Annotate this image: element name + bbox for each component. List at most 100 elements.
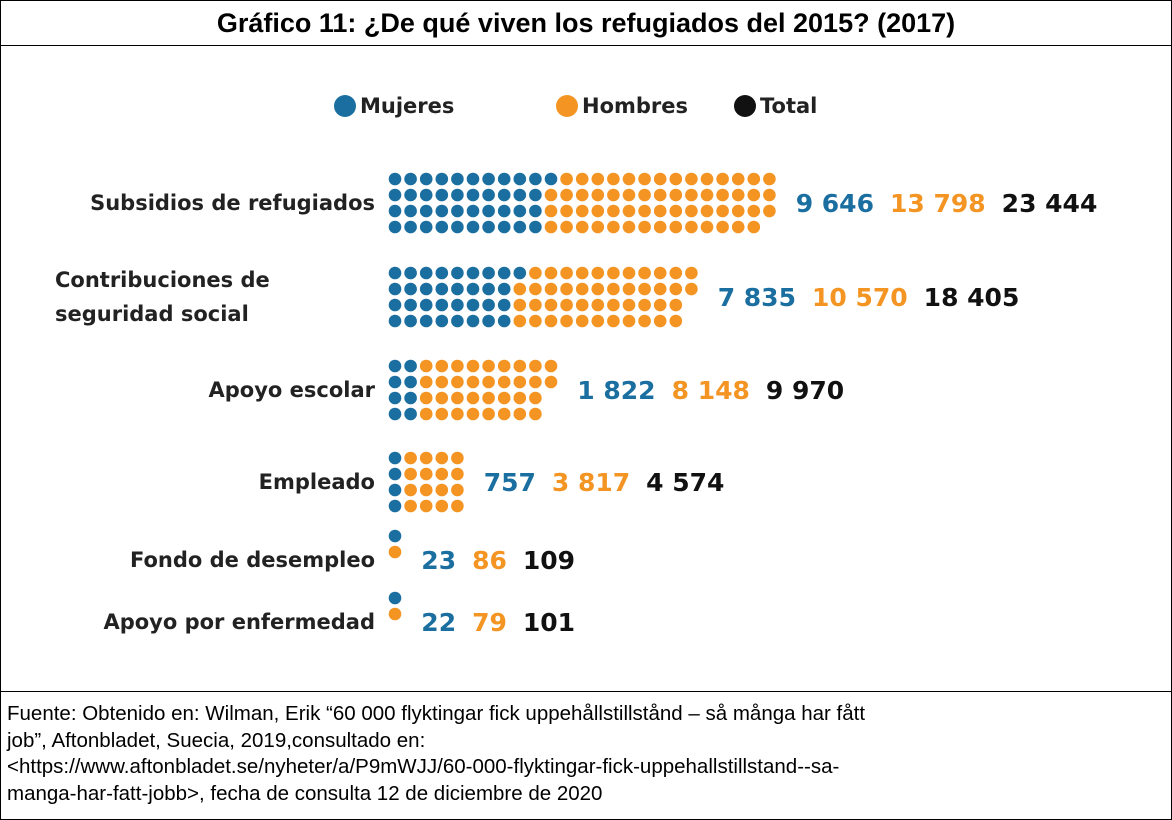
dot bbox=[388, 172, 402, 186]
category-text: Apoyo escolar bbox=[208, 378, 375, 402]
value-label: 109 bbox=[523, 546, 575, 575]
dot bbox=[388, 204, 402, 218]
dot bbox=[451, 172, 464, 186]
dot bbox=[560, 204, 573, 218]
dot bbox=[451, 451, 464, 465]
dot bbox=[560, 282, 573, 296]
category-text: Subsidios de refugiados bbox=[90, 191, 375, 215]
legend-label: Mujeres bbox=[360, 94, 454, 118]
dot bbox=[529, 204, 542, 218]
value-label: 79 bbox=[472, 608, 507, 637]
dot bbox=[685, 188, 698, 202]
value-label: 23 444 bbox=[1002, 189, 1098, 218]
dot bbox=[466, 266, 480, 280]
dot bbox=[529, 220, 542, 234]
dot bbox=[575, 204, 589, 218]
dot bbox=[404, 188, 417, 202]
dot bbox=[482, 172, 495, 186]
dot bbox=[419, 188, 433, 202]
dot bbox=[435, 314, 449, 328]
dot bbox=[435, 467, 449, 481]
dot bbox=[404, 172, 417, 186]
dot bbox=[497, 314, 511, 328]
dot bbox=[513, 298, 527, 312]
dot bbox=[591, 314, 605, 328]
dot bbox=[451, 220, 464, 234]
value-label: 4 574 bbox=[646, 468, 724, 497]
dot bbox=[575, 266, 589, 280]
dot bbox=[419, 298, 433, 312]
dot bbox=[419, 220, 433, 234]
dot bbox=[482, 391, 495, 405]
dot bbox=[388, 483, 402, 497]
dot bbox=[404, 375, 417, 389]
dot bbox=[575, 298, 589, 312]
dot bbox=[638, 204, 651, 218]
dot bbox=[466, 391, 480, 405]
value-label: 1 822 bbox=[577, 376, 655, 405]
dot bbox=[669, 204, 683, 218]
source-line: job”, Aftonbladet, Suecia, 2019,consulta… bbox=[7, 728, 426, 752]
category-text: Fondo de desempleo bbox=[129, 548, 375, 572]
dot bbox=[435, 298, 449, 312]
dot bbox=[451, 282, 464, 296]
dot bbox=[451, 375, 464, 389]
dot bbox=[591, 188, 605, 202]
dot bbox=[388, 591, 402, 605]
dot bbox=[419, 391, 433, 405]
dot bbox=[544, 188, 558, 202]
dot bbox=[388, 607, 402, 621]
dot bbox=[419, 467, 433, 481]
dot bbox=[404, 298, 417, 312]
dot bbox=[404, 499, 417, 513]
dot bbox=[591, 172, 605, 186]
dot bbox=[388, 499, 402, 513]
dot bbox=[388, 545, 402, 559]
dot bbox=[404, 467, 417, 481]
dot bbox=[513, 407, 527, 421]
dot bbox=[560, 314, 573, 328]
dot bbox=[607, 266, 620, 280]
dot bbox=[529, 375, 542, 389]
chart: Mujeres Hombres Total 9 646 13 798 23 444 7 83… bbox=[334, 94, 1098, 637]
dot bbox=[482, 375, 495, 389]
dot bbox=[700, 172, 714, 186]
dot bbox=[544, 314, 558, 328]
dot bbox=[638, 282, 651, 296]
dot bbox=[513, 266, 527, 280]
dot bbox=[622, 266, 636, 280]
dot bbox=[638, 172, 651, 186]
dot bbox=[451, 467, 464, 481]
value-label: 3 817 bbox=[552, 468, 630, 497]
dot bbox=[404, 483, 417, 497]
dot bbox=[388, 407, 402, 421]
dot bbox=[388, 282, 402, 296]
dot bbox=[388, 188, 402, 202]
dot bbox=[435, 220, 449, 234]
dot bbox=[513, 204, 527, 218]
value-label: 757 bbox=[484, 468, 536, 497]
source-line: <https://www.aftonbladet.se/nyheter/a/P9… bbox=[7, 755, 840, 778]
dot bbox=[513, 375, 527, 389]
dot bbox=[747, 188, 761, 202]
dot bbox=[716, 204, 729, 218]
dot bbox=[653, 314, 667, 328]
dot bbox=[700, 188, 714, 202]
dot bbox=[607, 298, 620, 312]
dot bbox=[669, 298, 683, 312]
dot bbox=[497, 359, 511, 373]
dot bbox=[419, 314, 433, 328]
dot bbox=[435, 407, 449, 421]
dot bbox=[669, 220, 683, 234]
dot bbox=[591, 220, 605, 234]
dot bbox=[404, 359, 417, 373]
dot bbox=[513, 172, 527, 186]
dot bbox=[529, 188, 542, 202]
dot bbox=[466, 172, 480, 186]
value-label: 18 405 bbox=[924, 283, 1020, 312]
value-label: 86 bbox=[472, 546, 507, 575]
dot bbox=[388, 391, 402, 405]
dot bbox=[497, 266, 511, 280]
dot bbox=[529, 282, 542, 296]
